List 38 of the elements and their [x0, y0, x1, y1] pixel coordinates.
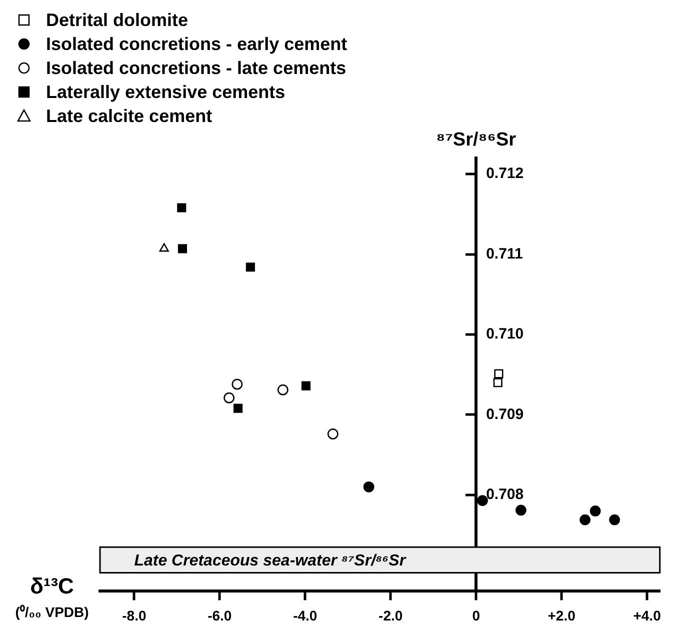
point	[277, 384, 288, 396]
legend-label: Isolated concretions - early cement	[46, 34, 348, 54]
point	[590, 506, 601, 516]
point	[363, 481, 374, 492]
point	[609, 514, 620, 526]
x-tick-label: -2.0	[378, 607, 403, 624]
y-tick-label: 0.711	[486, 245, 523, 262]
point	[234, 404, 243, 413]
point	[516, 504, 526, 516]
x-tick-label: +2.0	[548, 607, 576, 624]
point	[232, 378, 243, 390]
y-tick-label: 0.709	[486, 406, 524, 423]
point	[159, 243, 169, 252]
band-label: Late Cretaceous sea-water ⁸⁷Sr/⁸⁶Sr	[134, 552, 406, 570]
x-axis-title: δ¹³C (⁰/₀₀ VPDB)	[15, 573, 89, 620]
point	[493, 378, 502, 388]
y-tick-label: 0.708	[486, 486, 524, 504]
y-tick-label: 0.710	[486, 326, 524, 343]
point	[494, 369, 504, 378]
x-tick-label: 0	[472, 607, 480, 624]
y-tick-label: 0.712	[486, 165, 524, 182]
point	[224, 392, 235, 404]
y-axis-title: ⁸⁷Sr/⁸⁶Sr	[436, 130, 517, 151]
x-tick-label: -6.0	[208, 607, 232, 624]
x-tick-label: +4.0	[633, 607, 662, 624]
point	[301, 381, 311, 390]
legend-label: Late calcite cement	[46, 106, 212, 126]
x-tick-label: -8.0	[122, 607, 146, 624]
legend-label: Isolated concretions - late cements	[46, 58, 346, 78]
point	[477, 495, 488, 506]
point	[178, 244, 188, 254]
point	[177, 203, 186, 212]
point	[327, 428, 338, 440]
legend-label: Detrital dolomite	[46, 10, 188, 30]
legend-label: Laterally extensive cements	[46, 82, 286, 102]
x-tick-label: -4.0	[293, 607, 318, 624]
point	[246, 262, 255, 272]
point	[580, 514, 591, 526]
